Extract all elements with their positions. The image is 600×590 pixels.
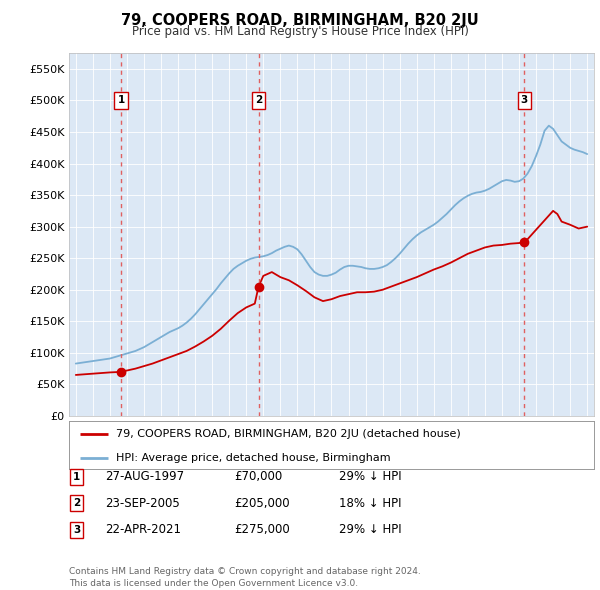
Text: 29% ↓ HPI: 29% ↓ HPI — [339, 470, 401, 483]
Text: Contains HM Land Registry data © Crown copyright and database right 2024.
This d: Contains HM Land Registry data © Crown c… — [69, 568, 421, 588]
Text: Price paid vs. HM Land Registry's House Price Index (HPI): Price paid vs. HM Land Registry's House … — [131, 25, 469, 38]
Text: 2: 2 — [73, 499, 80, 508]
Text: 79, COOPERS ROAD, BIRMINGHAM, B20 2JU: 79, COOPERS ROAD, BIRMINGHAM, B20 2JU — [121, 13, 479, 28]
Text: 1: 1 — [73, 472, 80, 481]
Text: HPI: Average price, detached house, Birmingham: HPI: Average price, detached house, Birm… — [116, 453, 391, 463]
Text: 2: 2 — [255, 96, 262, 106]
Text: £70,000: £70,000 — [234, 470, 282, 483]
Text: 23-SEP-2005: 23-SEP-2005 — [105, 497, 180, 510]
Text: 29% ↓ HPI: 29% ↓ HPI — [339, 523, 401, 536]
Text: 3: 3 — [521, 96, 528, 106]
Text: 18% ↓ HPI: 18% ↓ HPI — [339, 497, 401, 510]
Text: 1: 1 — [118, 96, 125, 106]
Text: 27-AUG-1997: 27-AUG-1997 — [105, 470, 184, 483]
Text: 79, COOPERS ROAD, BIRMINGHAM, B20 2JU (detached house): 79, COOPERS ROAD, BIRMINGHAM, B20 2JU (d… — [116, 429, 461, 439]
Text: £205,000: £205,000 — [234, 497, 290, 510]
Text: 3: 3 — [73, 525, 80, 535]
Text: 22-APR-2021: 22-APR-2021 — [105, 523, 181, 536]
Text: £275,000: £275,000 — [234, 523, 290, 536]
